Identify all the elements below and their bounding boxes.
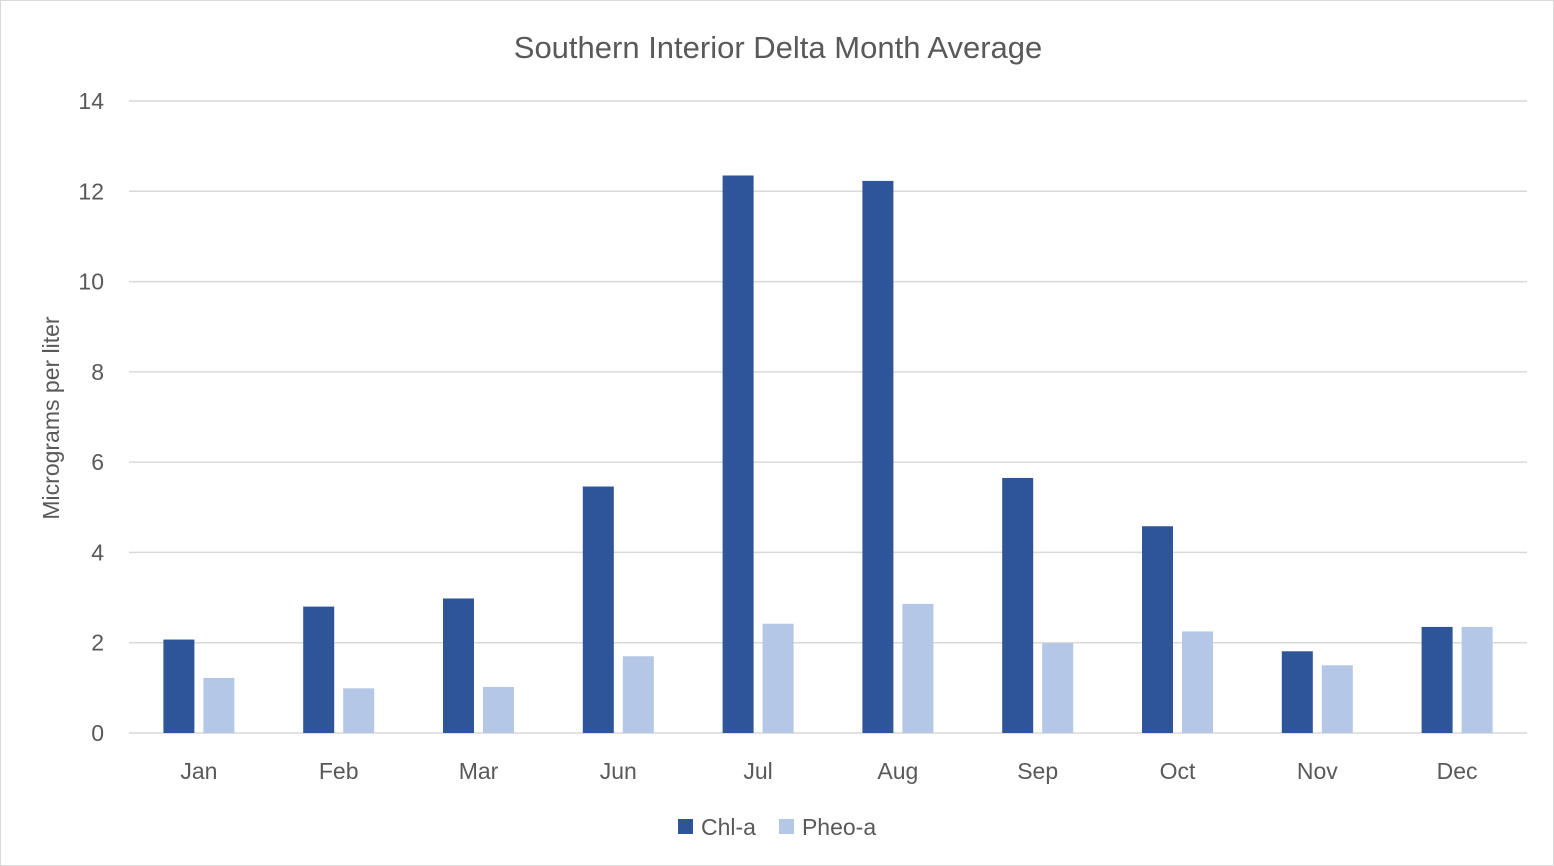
x-tick-label: Mar xyxy=(459,758,499,784)
gridlines xyxy=(129,100,1527,734)
x-axis-tick-labels: Jan Feb Mar Jun Jul Aug Sep Oct Nov Dec xyxy=(180,758,1477,784)
bars xyxy=(163,175,1493,734)
legend-label: Chl-a xyxy=(701,814,756,840)
bar-chl-a-nov xyxy=(1281,651,1313,733)
y-tick-label: 0 xyxy=(91,720,104,746)
bar-chl-a-jan xyxy=(163,639,195,733)
x-tick-label: Oct xyxy=(1160,758,1196,784)
legend: Chl-a Pheo-a xyxy=(678,814,876,840)
bar-chl-a-jun xyxy=(582,486,614,733)
bar-pheo-a-jul xyxy=(762,623,794,733)
bar-pheo-a-sep xyxy=(1042,643,1074,733)
x-tick-label: Jun xyxy=(600,758,637,784)
y-tick-label: 10 xyxy=(78,269,104,295)
bar-chl-a-dec xyxy=(1421,626,1453,733)
bar-pheo-a-jun xyxy=(622,656,654,733)
y-tick-label: 14 xyxy=(78,88,104,114)
y-tick-label: 4 xyxy=(91,539,104,565)
y-axis-title: Micrograms per liter xyxy=(38,316,64,520)
bar-pheo-a-nov xyxy=(1321,665,1353,733)
x-tick-label: Feb xyxy=(319,758,359,784)
x-tick-label: Nov xyxy=(1297,758,1338,784)
y-tick-label: 2 xyxy=(91,630,104,656)
bar-chl-a-aug xyxy=(862,180,894,734)
x-tick-label: Aug xyxy=(877,758,918,784)
y-tick-label: 8 xyxy=(91,359,104,385)
legend-swatch xyxy=(778,819,794,834)
x-tick-label: Dec xyxy=(1437,758,1478,784)
bar-pheo-a-oct xyxy=(1182,631,1213,733)
y-tick-label: 6 xyxy=(91,449,104,475)
chart-title: Southern Interior Delta Month Average xyxy=(514,30,1042,65)
bar-chl-a-mar xyxy=(443,598,474,733)
legend-swatch xyxy=(678,819,693,834)
bar-pheo-a-aug xyxy=(902,603,934,733)
legend-label: Pheo-a xyxy=(802,814,876,840)
bar-chl-a-feb xyxy=(303,606,335,733)
bar-chl-a-sep xyxy=(1002,477,1034,733)
x-tick-label: Jan xyxy=(180,758,217,784)
bar-pheo-a-jan xyxy=(203,677,235,733)
bar-chl-a-oct xyxy=(1142,526,1173,733)
bar-pheo-a-feb xyxy=(343,688,375,733)
bar-pheo-a-dec xyxy=(1461,626,1493,733)
bar-pheo-a-mar xyxy=(483,686,514,733)
bar-chl-a-jul xyxy=(722,175,754,733)
y-tick-label: 12 xyxy=(78,178,104,204)
x-tick-label: Jul xyxy=(743,758,772,784)
x-tick-label: Sep xyxy=(1017,758,1058,784)
y-axis-tick-labels: 0 2 4 6 8 10 12 14 xyxy=(78,88,104,746)
